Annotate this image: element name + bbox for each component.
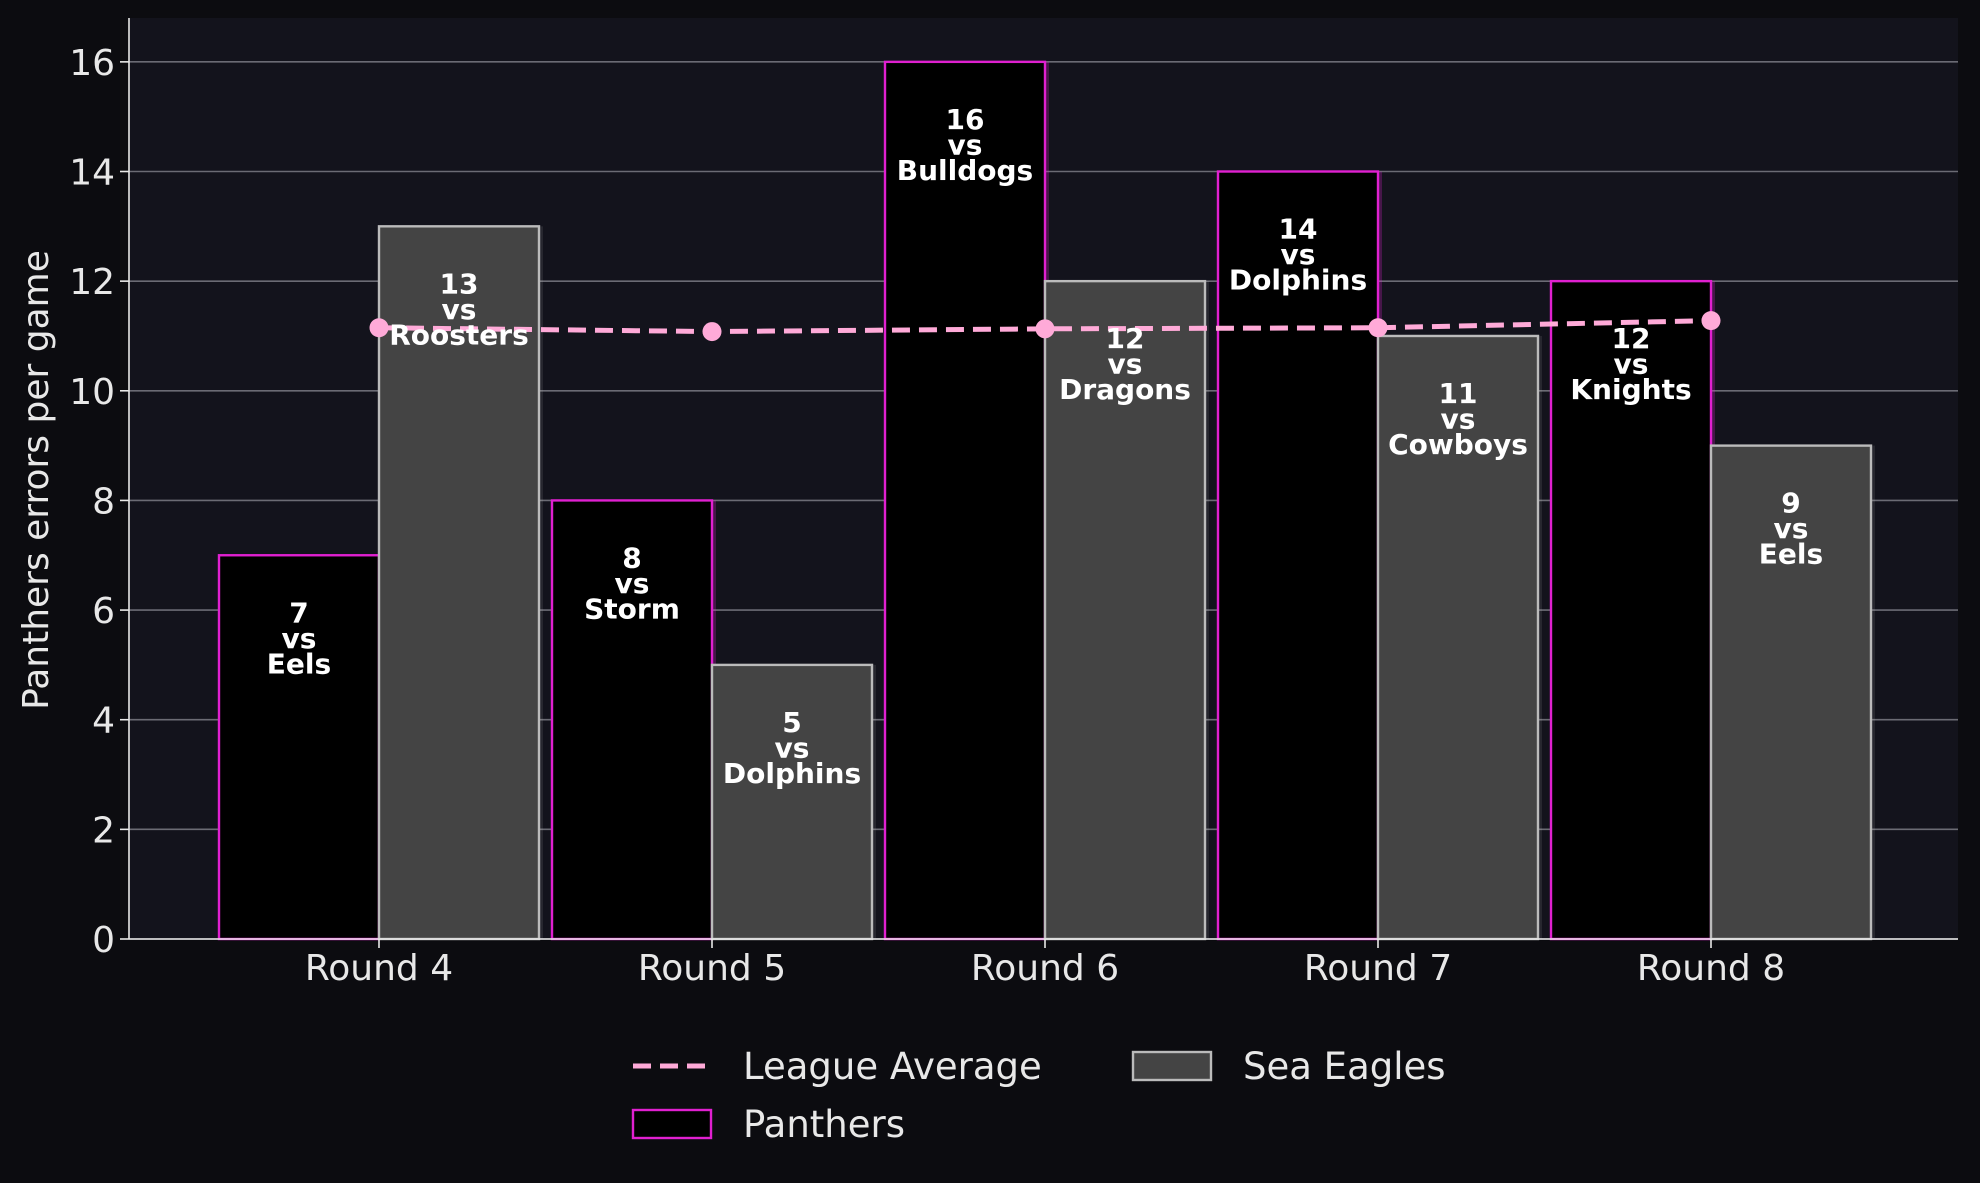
legend-label: League Average xyxy=(743,1045,1042,1088)
panthers-bar xyxy=(1549,279,1713,941)
bar-labels: 7vsEels8vsStorm16vsBulldogs14vsDolphins1… xyxy=(267,103,1823,790)
legend-label: Sea Eagles xyxy=(1243,1045,1446,1088)
bar-value-label: 7 xyxy=(289,596,308,629)
bar-opponent-label: Eels xyxy=(1759,538,1823,571)
bar-vs-label: vs xyxy=(1614,348,1649,381)
y-tick-label: 2 xyxy=(92,810,115,851)
legend: League Average Sea Eagles Panthers xyxy=(631,1045,1446,1146)
league-average-line xyxy=(369,311,1721,342)
bar-value-label: 13 xyxy=(440,267,479,300)
bar-value-label: 12 xyxy=(1106,322,1145,355)
bar-value-label: 12 xyxy=(1612,322,1651,355)
bar-value-label: 9 xyxy=(1781,487,1800,520)
x-tick-label: Round 6 xyxy=(971,948,1119,989)
x-tick-label: Round 4 xyxy=(305,948,453,989)
y-axis-label: Panthers errors per game xyxy=(16,250,57,710)
league-average-point xyxy=(702,322,722,342)
panthers-bar xyxy=(550,499,714,941)
y-tick-label: 8 xyxy=(92,481,115,522)
bar-value-label: 5 xyxy=(782,706,801,739)
legend-swatch-sea-eagles xyxy=(1131,1050,1213,1082)
bars xyxy=(217,60,1875,941)
bar-opponent-label: Roosters xyxy=(389,318,529,351)
legend-swatch-panthers xyxy=(631,1108,713,1140)
y-tick-label: 4 xyxy=(92,701,115,742)
league-average-path xyxy=(378,318,1712,335)
sea-eagles-bar xyxy=(1376,334,1540,941)
bar-vs-label: vs xyxy=(1281,238,1316,271)
y-tick-label: 6 xyxy=(92,591,115,632)
bar-opponent-label: Bulldogs xyxy=(897,154,1033,187)
bar-vs-label: vs xyxy=(442,293,477,326)
axes: 0 2 4 6 8 10 12 14 16 Round 4 Round 5 Round 6 Round … xyxy=(69,18,1958,989)
sea-eagles-bar xyxy=(1043,279,1207,941)
panthers-bar xyxy=(883,60,1047,941)
legend-label: Panthers xyxy=(743,1103,905,1146)
bar-vs-label: vs xyxy=(775,731,810,764)
bar-vs-label: vs xyxy=(1441,402,1476,435)
x-tick-label: Round 7 xyxy=(1304,948,1452,989)
bar-value-label: 8 xyxy=(622,541,641,574)
bar-vs-label: vs xyxy=(615,567,650,600)
x-tick-label: Round 8 xyxy=(1637,948,1785,989)
bar-opponent-label: Eels xyxy=(267,647,331,680)
bar-value-label: 14 xyxy=(1279,213,1318,246)
league-average-point xyxy=(1368,318,1388,338)
bar-value-label: 16 xyxy=(946,103,985,136)
bar-vs-label: vs xyxy=(282,622,317,655)
league-average-point xyxy=(369,318,389,338)
league-average-point xyxy=(1035,319,1055,339)
bar-value-label: 11 xyxy=(1439,377,1478,410)
bar-opponent-label: Cowboys xyxy=(1388,428,1528,461)
bar-opponent-label: Dolphins xyxy=(723,757,861,790)
bar-opponent-label: Dolphins xyxy=(1229,264,1367,297)
y-tick-label: 0 xyxy=(92,920,115,961)
sea-eagles-bar xyxy=(377,225,541,941)
y-tick-label: 12 xyxy=(69,262,115,303)
bar-vs-label: vs xyxy=(1108,348,1143,381)
bar-opponent-label: Dragons xyxy=(1059,373,1191,406)
bar-opponent-label: Knights xyxy=(1570,373,1691,406)
bar-vs-label: vs xyxy=(1774,512,1809,545)
sea-eagles-bar xyxy=(710,663,874,941)
panthers-bar xyxy=(217,554,381,941)
sea-eagles-bar xyxy=(1709,444,1873,941)
y-tick-label: 14 xyxy=(69,153,115,194)
y-tick-label: 10 xyxy=(69,372,115,413)
x-tick-label: Round 5 xyxy=(638,948,786,989)
y-tick-label: 16 xyxy=(69,43,115,84)
league-average-point xyxy=(1701,311,1721,331)
panthers-bar xyxy=(1216,170,1380,941)
bar-opponent-label: Storm xyxy=(584,592,680,625)
bar-vs-label: vs xyxy=(948,128,983,161)
